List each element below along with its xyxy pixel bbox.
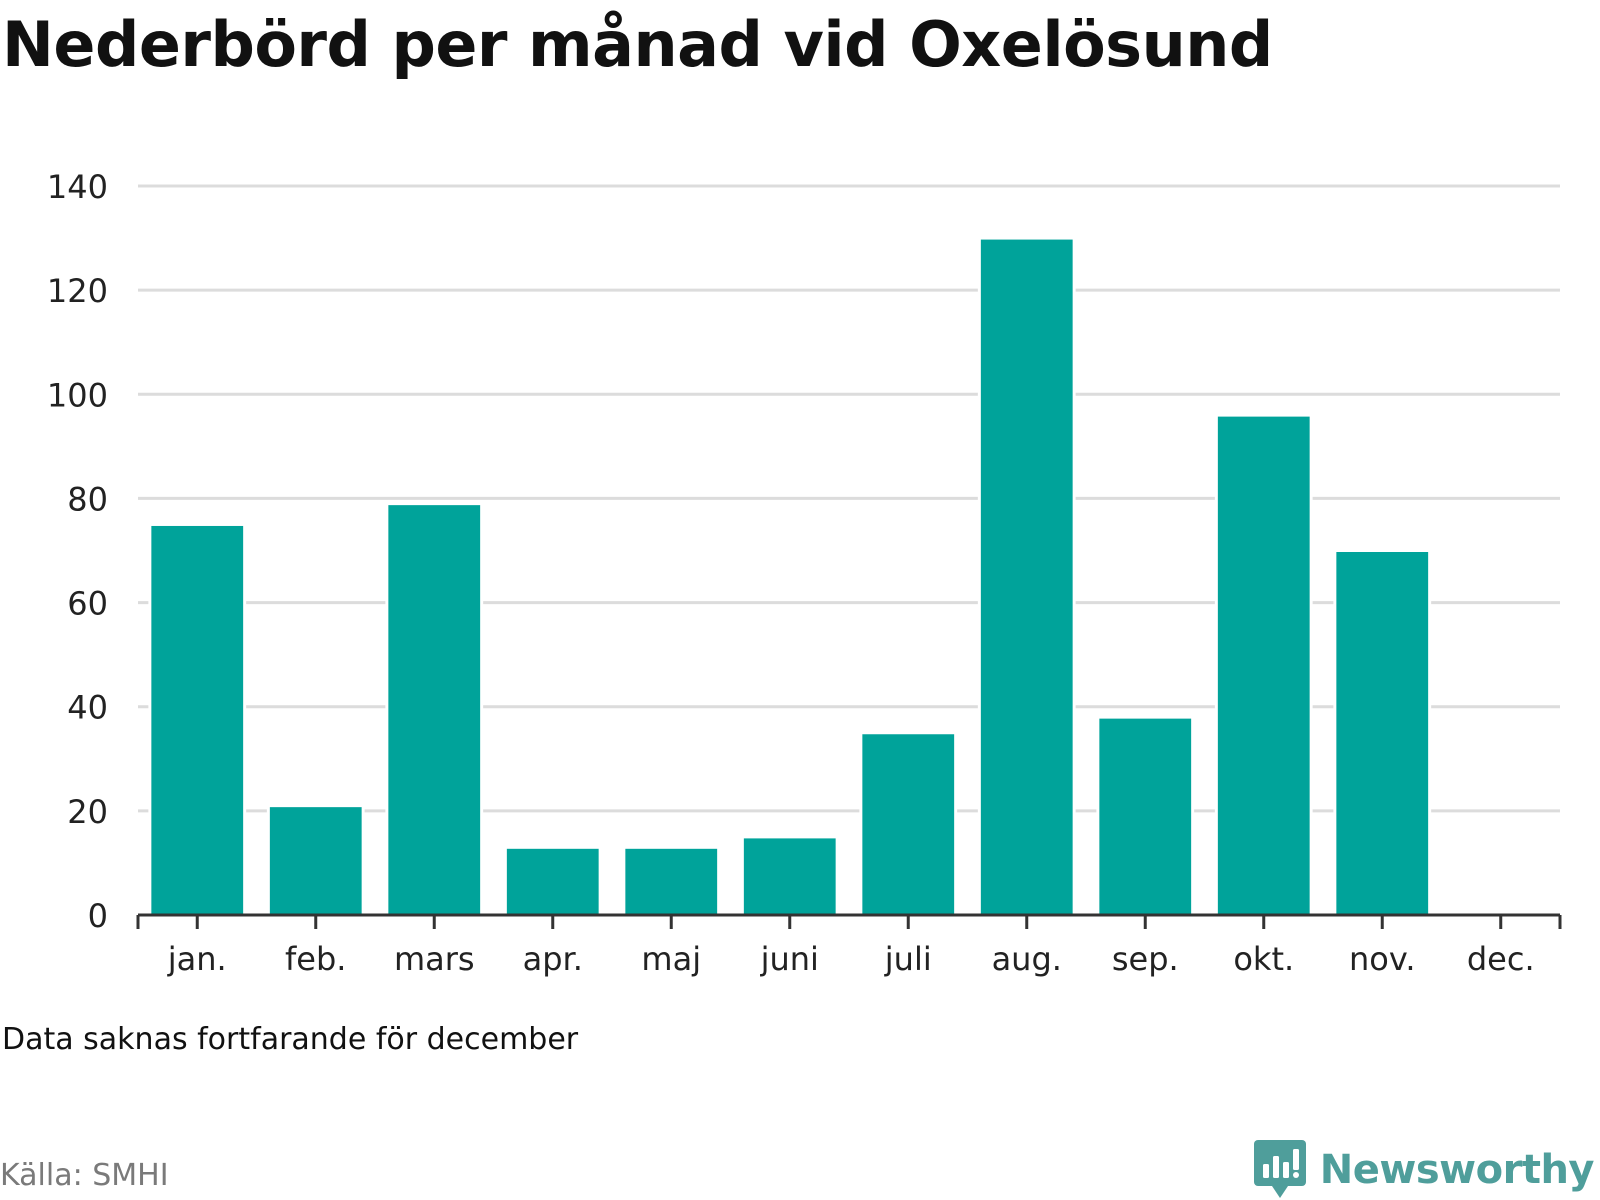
bar <box>385 502 484 917</box>
gridlines <box>138 184 1560 813</box>
y-tick-label: 0 <box>88 897 108 935</box>
y-tick-labels: 0 20 40 60 80 100 120 140 <box>47 168 108 935</box>
brand-logo[interactable]: Newsworthy <box>1253 1140 1595 1200</box>
bar <box>1333 549 1432 917</box>
x-tick-label: okt. <box>1233 940 1294 978</box>
bar <box>503 845 602 917</box>
y-tick-label: 80 <box>67 480 108 518</box>
x-tick-label: sep. <box>1112 940 1179 978</box>
y-tick-label: 140 <box>47 168 108 206</box>
brand-name: Newsworthy <box>1319 1147 1595 1193</box>
y-tick-label: 60 <box>67 585 108 623</box>
bar <box>1096 715 1195 917</box>
bar <box>977 236 1076 917</box>
bar <box>740 835 839 917</box>
bar <box>266 804 365 917</box>
bar <box>622 845 721 917</box>
x-tick-label: mars <box>394 940 475 978</box>
bar <box>859 731 958 917</box>
footnote: Data saknas fortfarande för december <box>2 1022 579 1057</box>
x-axis <box>136 913 1562 929</box>
bars <box>148 236 1432 917</box>
x-tick-labels: jan. feb. mars apr. maj juni juli aug. sep. okt. n… <box>167 940 1535 978</box>
bar <box>1214 413 1313 917</box>
x-tick-label: dec. <box>1467 940 1535 978</box>
source-credit: Källa: SMHI <box>0 1158 169 1193</box>
y-tick-label: 20 <box>67 793 108 831</box>
x-tick-label: apr. <box>523 940 583 978</box>
y-tick-label: 40 <box>67 689 108 727</box>
x-tick-label: maj <box>641 940 701 978</box>
y-tick-label: 120 <box>47 272 108 310</box>
x-tick-label: juli <box>884 940 932 978</box>
x-tick-label: aug. <box>992 940 1062 978</box>
x-tick-label: nov. <box>1349 940 1415 978</box>
y-tick-label: 100 <box>47 376 108 414</box>
bar <box>148 522 247 917</box>
newsworthy-logo-icon <box>1253 1140 1306 1198</box>
chart-title: Nederbörd per månad vid Oxelösund <box>2 8 1273 81</box>
x-tick-label: feb. <box>285 940 346 978</box>
x-tick-label: jan. <box>167 940 227 978</box>
bar-chart: 0 20 40 60 80 100 120 140 jan. feb. mars apr. maj ju… <box>47 168 1562 978</box>
x-tick-label: juni <box>760 940 819 978</box>
